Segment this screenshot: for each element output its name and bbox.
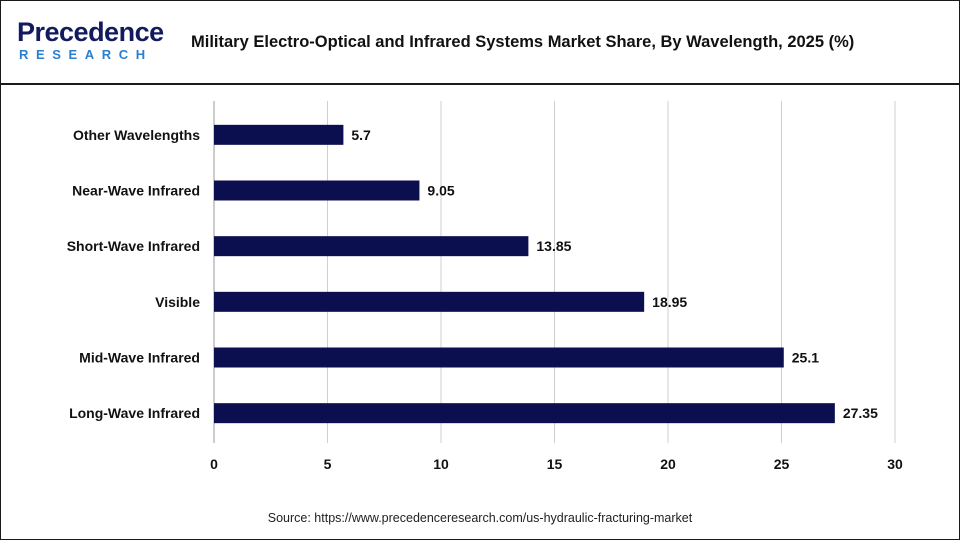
data-label: 25.1 [792,350,819,366]
bar [214,180,420,201]
brand-logo: Precedence RESEARCH [17,15,167,67]
x-tick-label: 15 [547,456,563,472]
logo-wordmark: Precedence [17,17,164,47]
category-label: Other Wavelengths [73,127,200,143]
data-label: 9.05 [427,183,454,199]
data-label: 18.95 [652,294,687,310]
header: Precedence RESEARCH Military Electro-Opt… [1,1,959,85]
logo-subtitle: RESEARCH [19,47,153,62]
category-label: Visible [155,294,200,310]
data-label: 13.85 [536,238,571,254]
data-label: 27.35 [843,405,878,421]
bar [214,124,344,145]
x-tick-label: 25 [774,456,790,472]
category-label: Long-Wave Infrared [69,405,200,421]
x-tick-label: 5 [324,456,332,472]
bar-chart: 0 5 10 15 20 25 30 Other Wavelengths 5.7 Near-Wav… [67,101,903,472]
category-label: Short-Wave Infrared [67,238,200,254]
x-tick-label: 30 [887,456,903,472]
x-tick-label: 20 [660,456,676,472]
category-label: Mid-Wave Infrared [79,350,200,366]
source-note: Source: https://www.precedenceresearch.c… [267,511,693,525]
bar [214,236,529,257]
x-tick-label: 0 [210,456,218,472]
bar [214,347,784,368]
data-label: 5.7 [351,127,371,143]
chart-title: Military Electro-Optical and Infrared Sy… [191,33,855,51]
x-tick-label: 10 [433,456,449,472]
bar [214,291,645,312]
bar [214,403,835,424]
category-label: Near-Wave Infrared [72,183,200,199]
